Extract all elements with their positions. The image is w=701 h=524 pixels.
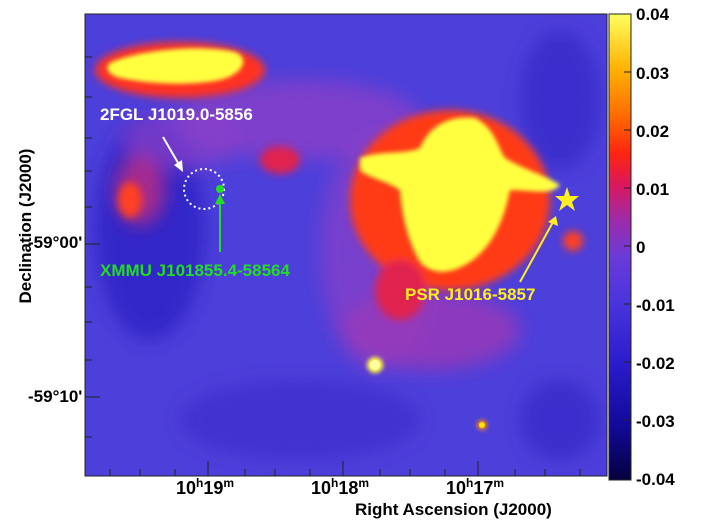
arrow-head (174, 160, 183, 172)
diffuse-emission (115, 80, 520, 370)
x-tick-label: 10h19m (176, 476, 235, 498)
source-error-circle (183, 168, 225, 210)
y-axis-title: Declination (J2000) (16, 148, 35, 304)
x-tick-label: 10h17m (446, 476, 505, 498)
plot-frame (84, 13, 608, 477)
colorbar-tick-label: 0.04 (636, 5, 670, 24)
colorbar-tick-label: 0 (636, 238, 646, 257)
colorbar (608, 13, 632, 481)
annotation-xmmu: XMMU J101855.4-58564 (100, 185, 291, 280)
y-axis-title-wrap: Declination (J2000) (6, 96, 46, 356)
annotation-label: 2FGL J1019.0-5856 (100, 105, 253, 124)
arrow-line (519, 221, 554, 283)
colorbar-ticks (624, 71, 631, 421)
cool-regions (95, 30, 600, 460)
axis-ticks (85, 56, 581, 476)
colorbar-tick-label: -0.04 (636, 470, 675, 489)
colorbar-tick-label: 0.02 (636, 122, 670, 141)
hot-emission (107, 48, 560, 430)
x-tick-label: 10h18m (311, 476, 370, 498)
colorbar-tick-label: -0.03 (636, 412, 675, 431)
colorbar-tick-label: 0.03 (636, 64, 670, 83)
y-tick-label: -59°00' (28, 233, 83, 252)
heatmap-panel (85, 14, 607, 476)
colorbar-tick-label: -0.02 (636, 354, 675, 373)
arrow-head (215, 194, 225, 204)
arrow-head (548, 216, 558, 226)
annotation-2fgl: 2FGL J1019.0-5856 (100, 105, 253, 210)
x-axis-title: Right Ascension (J2000) (355, 500, 552, 519)
arrow-line (162, 136, 182, 169)
star-marker (555, 187, 579, 211)
point-source (370, 360, 380, 370)
annotation-psr: PSR J1016-5857 (405, 187, 579, 304)
point-source (479, 422, 485, 428)
red-emission (95, 42, 583, 320)
annotation-label: XMMU J101855.4-58564 (100, 261, 291, 280)
colorbar-tick-label: -0.01 (636, 296, 675, 315)
annotation-label: PSR J1016-5857 (405, 285, 535, 304)
y-tick-label: -59°10' (28, 387, 83, 406)
colorbar-tick-label: 0.01 (636, 180, 670, 199)
source-marker (216, 185, 224, 193)
map-background (85, 14, 607, 476)
